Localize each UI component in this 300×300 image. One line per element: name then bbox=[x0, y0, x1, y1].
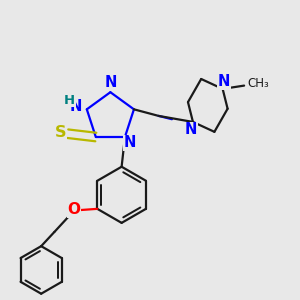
Text: N: N bbox=[124, 136, 136, 151]
Text: N: N bbox=[185, 122, 197, 137]
Text: N: N bbox=[104, 76, 117, 91]
Text: N: N bbox=[70, 99, 82, 114]
Text: O: O bbox=[68, 202, 81, 217]
Text: H: H bbox=[64, 94, 75, 106]
Text: S: S bbox=[55, 125, 66, 140]
Text: N: N bbox=[218, 74, 230, 89]
Text: CH₃: CH₃ bbox=[248, 77, 269, 91]
